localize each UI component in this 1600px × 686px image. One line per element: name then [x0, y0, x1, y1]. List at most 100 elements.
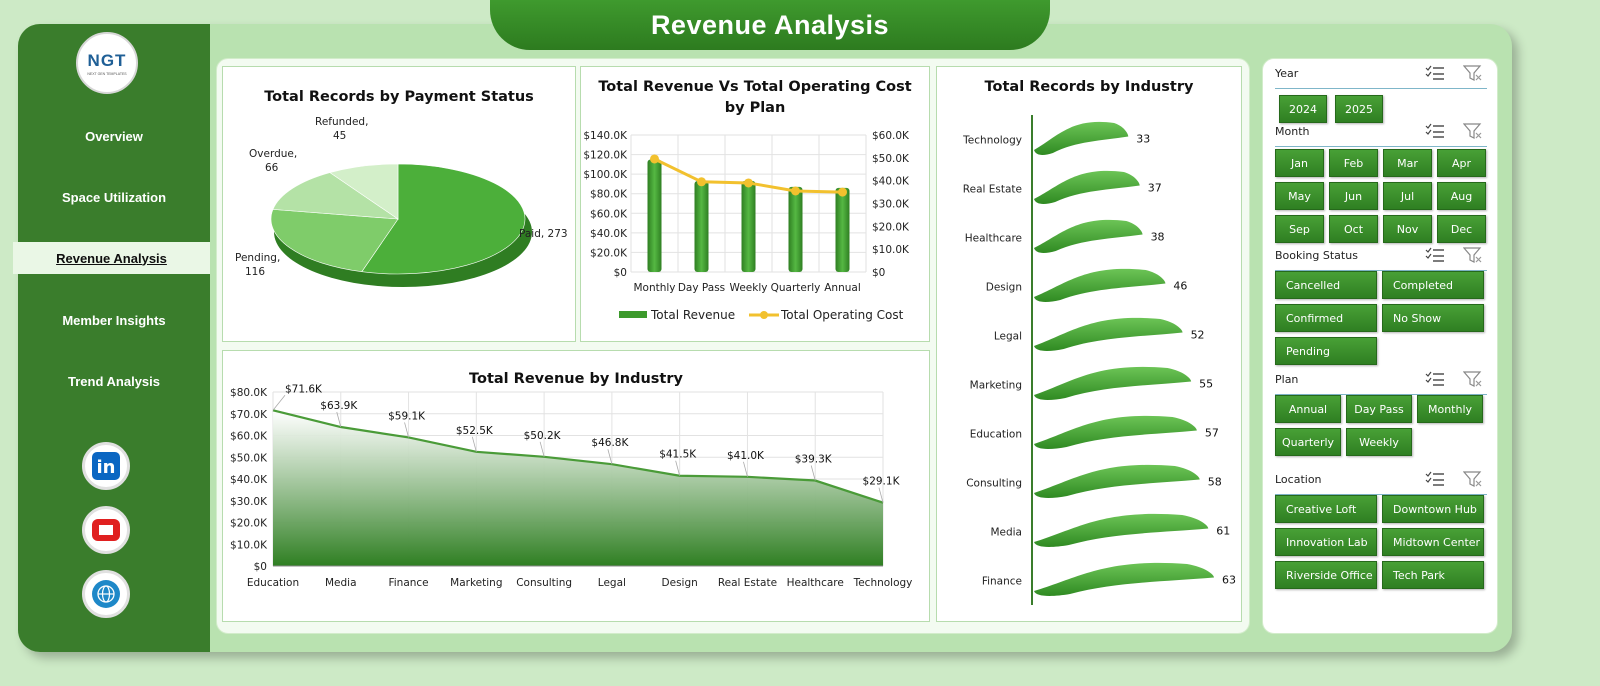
legend-swatch-total-revenue — [619, 311, 647, 318]
slicer-divider — [1275, 494, 1487, 495]
x-tick-annual: Annual — [824, 282, 861, 294]
sidebar-item-overview[interactable]: Overview — [85, 128, 143, 144]
pie-slice-pending — [270, 209, 399, 273]
point-total-operating-cost-day-pass — [697, 177, 706, 187]
y-tick-marketing: Marketing — [970, 380, 1022, 392]
y-right-tick: $60.0K — [872, 130, 910, 142]
slicer-month-nov[interactable]: Nov — [1383, 215, 1432, 243]
data-label-leader — [675, 460, 681, 476]
sidebar-item-trend-analysis[interactable]: Trend Analysis — [68, 373, 160, 389]
clear-filter-icon[interactable] — [1463, 247, 1483, 264]
data-label-legal: $46.8K — [591, 437, 629, 449]
y-tick-finance: Finance — [982, 576, 1022, 588]
x-tick-finance: Finance — [388, 577, 428, 589]
slicer-location-midtown-center[interactable]: Midtown Center — [1382, 528, 1484, 556]
bar-technology — [1034, 121, 1129, 155]
slicer-location-tech-park[interactable]: Tech Park — [1382, 561, 1484, 589]
slicer-divider — [1275, 394, 1487, 395]
y-tick: $60.0K — [230, 431, 268, 443]
y-tick-healthcare: Healthcare — [965, 233, 1022, 245]
data-label-real-estate: 37 — [1148, 182, 1162, 195]
multi-select-icon[interactable] — [1425, 371, 1445, 387]
y-right-tick: $10.0K — [872, 244, 910, 256]
clear-filter-icon[interactable] — [1463, 123, 1483, 140]
multi-select-icon[interactable] — [1425, 247, 1445, 263]
slicer-divider — [1275, 270, 1487, 271]
slicer-booking-status-no-show[interactable]: No Show — [1382, 304, 1484, 332]
website-button[interactable] — [82, 570, 130, 618]
sidebar-item-member-insights[interactable]: Member Insights — [62, 312, 166, 328]
slicer-booking-status-confirmed[interactable]: Confirmed — [1275, 304, 1377, 332]
slicer-location-downtown-hub[interactable]: Downtown Hub — [1382, 495, 1484, 523]
slicer-year-2025[interactable]: 2025 — [1335, 95, 1383, 123]
slicer-location-riverside-office[interactable]: Riverside Office — [1275, 561, 1377, 589]
multi-select-icon[interactable] — [1425, 123, 1445, 139]
sidebar-item-space-utilization[interactable]: Space Utilization — [61, 189, 167, 205]
slicer-month-mar[interactable]: Mar — [1383, 149, 1432, 177]
revenue-vs-cost-title-2: by Plan — [724, 100, 786, 116]
linkedin-icon-label: in — [97, 457, 116, 478]
y-left-tick: $0 — [614, 267, 627, 279]
area-line — [272, 409, 884, 504]
slicer-month-jun[interactable]: Jun — [1329, 182, 1378, 210]
linkedin-button[interactable]: in — [82, 442, 130, 490]
slicer-month-apr[interactable]: Apr — [1437, 149, 1486, 177]
data-label-leader — [810, 465, 816, 481]
slicer-month-aug[interactable]: Aug — [1437, 182, 1486, 210]
slicer-toolbar — [1425, 65, 1483, 82]
point-total-operating-cost-annual — [838, 187, 847, 197]
slicer-plan-quarterly[interactable]: Quarterly — [1275, 428, 1341, 456]
slicer-plan-day-pass[interactable]: Day Pass — [1346, 395, 1412, 423]
pie-label-pending-value: 116 — [245, 266, 265, 278]
pie-label-overdue-value: 66 — [265, 162, 279, 174]
y-tick-legal: Legal — [994, 331, 1022, 343]
slicer-month-jan[interactable]: Jan — [1275, 149, 1324, 177]
slicer-booking-status-cancelled[interactable]: Cancelled — [1275, 271, 1377, 299]
clear-filter-icon[interactable] — [1463, 471, 1483, 488]
clear-filter-icon[interactable] — [1463, 65, 1483, 82]
slicer-month-feb[interactable]: Feb — [1329, 149, 1378, 177]
y-tick: $70.0K — [230, 409, 268, 421]
legend-total-operating-cost: Total Operating Cost — [780, 308, 904, 322]
slicer-toolbar — [1425, 247, 1483, 264]
pie-label-pending: Pending, — [235, 252, 280, 264]
bar-total-revenue-monthly — [647, 159, 662, 272]
bar-total-revenue-annual — [835, 187, 850, 272]
slicer-month-sep[interactable]: Sep — [1275, 215, 1324, 243]
slicer-toolbar — [1425, 371, 1483, 388]
slicer-month-may[interactable]: May — [1275, 182, 1324, 210]
youtube-button[interactable] — [82, 506, 130, 554]
slicer-month-oct[interactable]: Oct — [1329, 215, 1378, 243]
multi-select-icon[interactable] — [1425, 471, 1445, 487]
y-right-tick: $20.0K — [872, 221, 910, 233]
bar-design — [1034, 268, 1166, 302]
x-tick-design: Design — [662, 577, 698, 589]
slicer-year-2024[interactable]: 2024 — [1279, 95, 1327, 123]
y-tick-media: Media — [990, 527, 1022, 539]
data-label-leader — [272, 395, 286, 411]
multi-select-icon[interactable] — [1425, 65, 1445, 81]
sidebar-item-revenue-analysis[interactable]: Revenue Analysis — [13, 242, 210, 274]
slicer-location-innovation-lab[interactable]: Innovation Lab — [1275, 528, 1377, 556]
slicer-plan-weekly[interactable]: Weekly — [1346, 428, 1412, 456]
payment-status-chart-title: Total Records by Payment Status — [264, 89, 534, 105]
y-tick-real-estate: Real Estate — [963, 184, 1022, 196]
slicer-location-creative-loft[interactable]: Creative Loft — [1275, 495, 1377, 523]
slicer-toolbar — [1425, 471, 1483, 488]
bar-media — [1034, 513, 1209, 547]
slicer-title-year: Year — [1275, 67, 1299, 80]
slicer-month-jul[interactable]: Jul — [1383, 182, 1432, 210]
slicer-month-dec[interactable]: Dec — [1437, 215, 1486, 243]
slicer-plan-annual[interactable]: Annual — [1275, 395, 1341, 423]
slicer-booking-status-completed[interactable]: Completed — [1382, 271, 1484, 299]
clear-filter-icon[interactable] — [1463, 371, 1483, 388]
slicer-divider — [1275, 88, 1487, 89]
y-tick-design: Design — [986, 282, 1022, 294]
data-label-education: $71.6K — [285, 383, 323, 395]
slicer-plan-monthly[interactable]: Monthly — [1417, 395, 1483, 423]
data-label-consulting: $50.2K — [524, 430, 562, 442]
data-label-consulting: 58 — [1208, 476, 1222, 489]
records-by-industry-plot: Technology 33 Real Estate 37 Healthcare 38 Des… — [962, 115, 1236, 605]
slicer-booking-status-pending[interactable]: Pending — [1275, 337, 1377, 365]
slicer-title-month: Month — [1275, 125, 1310, 138]
